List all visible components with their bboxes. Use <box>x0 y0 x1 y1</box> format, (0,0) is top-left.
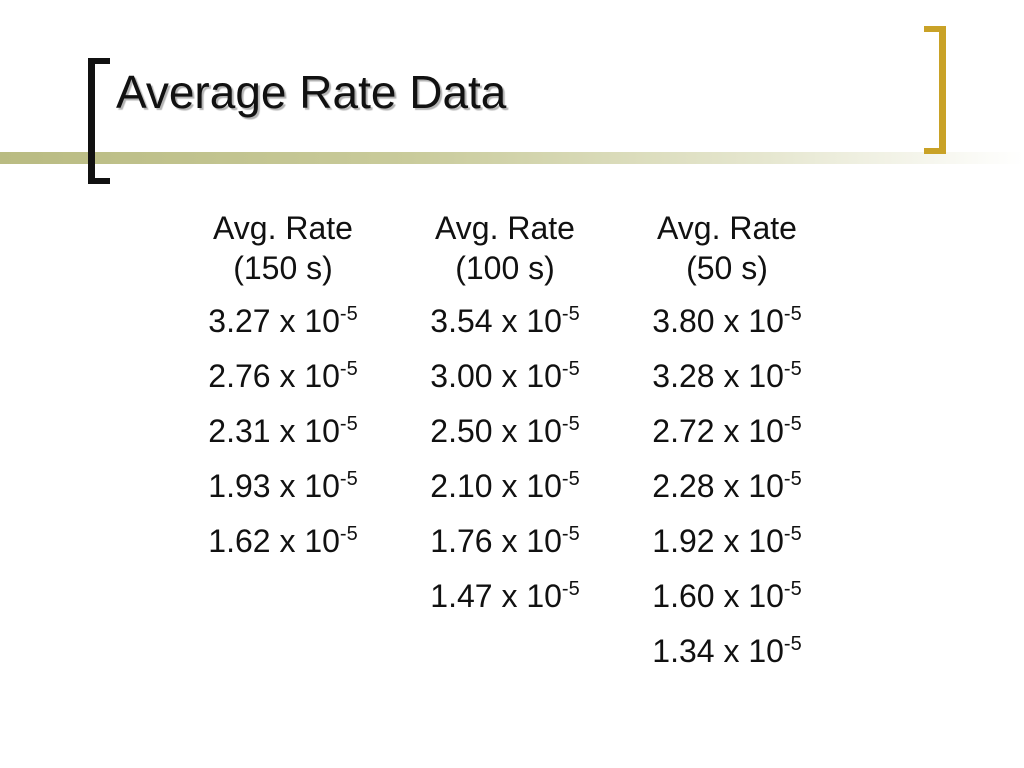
table-cell: 1.60 x 10-5 <box>652 578 802 614</box>
table-cell: 2.72 x 10-5 <box>652 413 802 449</box>
column-header-line2: (50 s) <box>686 250 768 286</box>
table-cell: 1.93 x 10-5 <box>208 468 358 504</box>
table-cell: 2.76 x 10-5 <box>208 358 358 394</box>
table-cell: 1.62 x 10-5 <box>208 523 358 559</box>
table-column-50s: Avg. Rate (50 s) 3.80 x 10-5 3.28 x 10-5… <box>616 208 838 679</box>
slide-title: Average Rate Data <box>116 66 507 118</box>
column-header-line2: (100 s) <box>455 250 555 286</box>
table-cell: 2.10 x 10-5 <box>430 468 580 504</box>
column-header-line1: Avg. Rate <box>435 210 575 246</box>
table-column-100s: Avg. Rate (100 s) 3.54 x 10-5 3.00 x 10-… <box>394 208 616 679</box>
table-cell: 2.28 x 10-5 <box>652 468 802 504</box>
table-cell: 1.92 x 10-5 <box>652 523 802 559</box>
table-cell: 3.28 x 10-5 <box>652 358 802 394</box>
table-cell: 3.80 x 10-5 <box>652 303 802 339</box>
table-cell: 2.50 x 10-5 <box>430 413 580 449</box>
column-header-line1: Avg. Rate <box>657 210 797 246</box>
column-header-line2: (150 s) <box>233 250 333 286</box>
table-cell: 3.27 x 10-5 <box>208 303 358 339</box>
left-bracket-decoration <box>88 58 110 184</box>
column-header: Avg. Rate (50 s) <box>657 208 797 294</box>
right-bracket-decoration <box>924 26 946 154</box>
table-cell: 1.34 x 10-5 <box>652 633 802 669</box>
rate-data-table: Avg. Rate (150 s) 3.27 x 10-5 2.76 x 10-… <box>172 208 838 679</box>
table-cell: 1.47 x 10-5 <box>430 578 580 614</box>
table-cell: 3.00 x 10-5 <box>430 358 580 394</box>
title-underline-rule <box>0 152 1024 164</box>
table-cell: 3.54 x 10-5 <box>430 303 580 339</box>
column-header: Avg. Rate (100 s) <box>435 208 575 294</box>
table-column-150s: Avg. Rate (150 s) 3.27 x 10-5 2.76 x 10-… <box>172 208 394 679</box>
table-cell: 1.76 x 10-5 <box>430 523 580 559</box>
column-header-line1: Avg. Rate <box>213 210 353 246</box>
table-cell: 2.31 x 10-5 <box>208 413 358 449</box>
column-header: Avg. Rate (150 s) <box>213 208 353 294</box>
